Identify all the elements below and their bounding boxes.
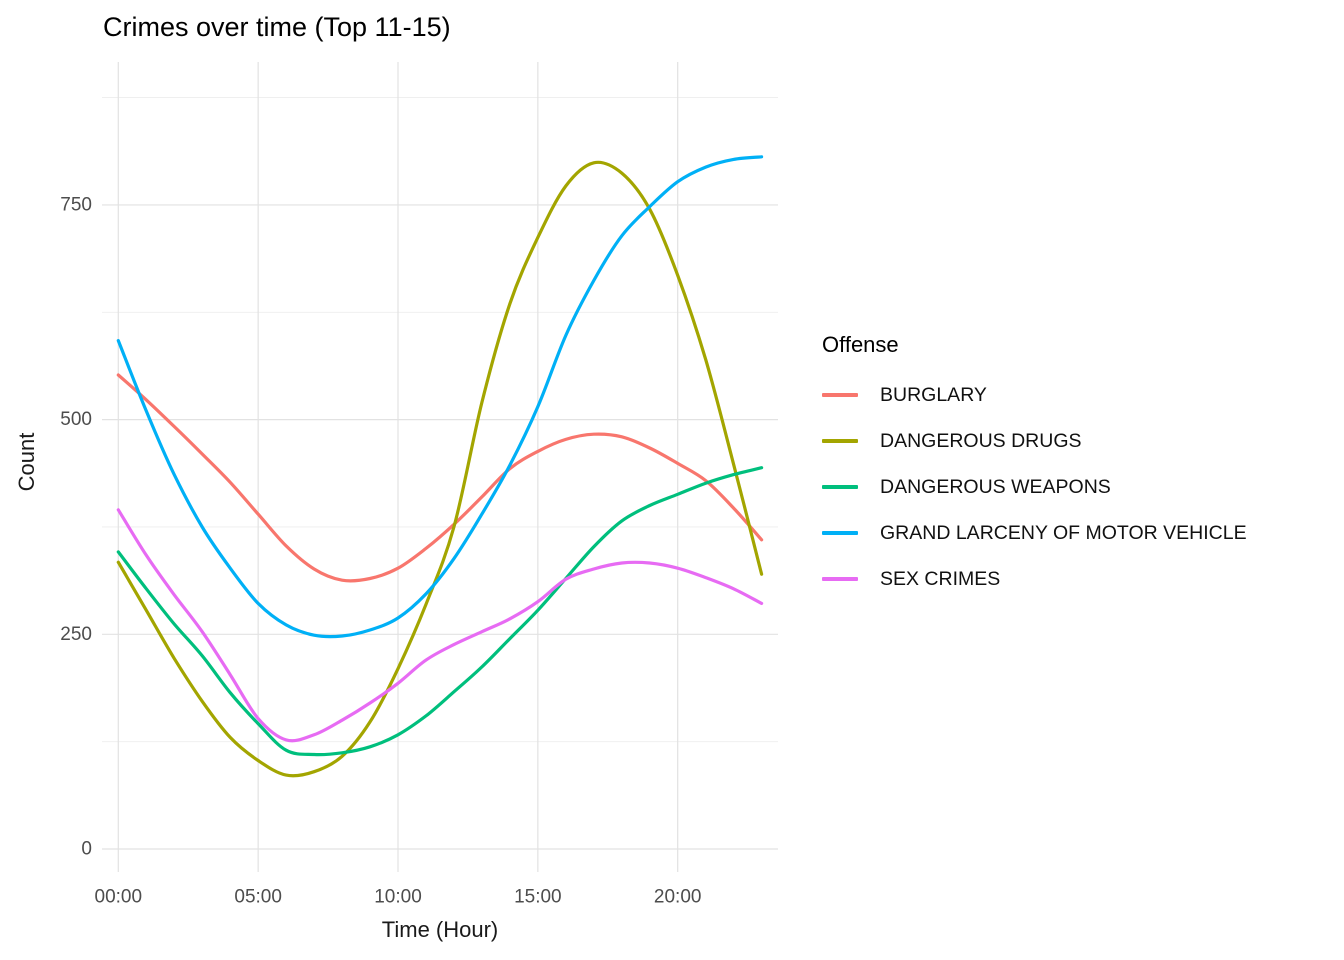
legend-item-dangerous-drugs: DANGEROUS DRUGS (822, 418, 1247, 464)
x-tick-label: 20:00 (654, 887, 702, 908)
legend-item-grand-larceny-of-motor-vehicle: GRAND LARCENY OF MOTOR VEHICLE (822, 510, 1247, 556)
y-tick-label: 0 (81, 839, 92, 860)
legend-item-dangerous-weapons: DANGEROUS WEAPONS (822, 464, 1247, 510)
legend: Offense BURGLARY DANGEROUS DRUGS DANGEROUS… (822, 332, 1247, 602)
legend-label: DANGEROUS WEAPONS (880, 475, 1111, 498)
legend-label: SEX CRIMES (880, 567, 1001, 590)
y-axis-title: Count (14, 432, 39, 492)
y-tick-label: 500 (60, 409, 92, 430)
chart-title: Crimes over time (Top 11-15) (103, 12, 451, 42)
x-axis-title: Time (Hour) (381, 917, 499, 942)
x-tick-label: 05:00 (234, 887, 282, 908)
legend-label: GRAND LARCENY OF MOTOR VEHICLE (880, 521, 1247, 544)
legend-key-line (822, 485, 858, 489)
series-line-dangerous-drugs (116, 160, 764, 778)
x-tick-label: 00:00 (95, 887, 143, 908)
x-tick-label: 10:00 (374, 887, 422, 908)
legend-key-line (822, 531, 858, 535)
series-line-dangerous-weapons (116, 466, 764, 757)
y-tick-label: 750 (60, 194, 92, 215)
legend-key-line (822, 577, 858, 581)
series-line-burglary (116, 373, 764, 583)
legend-item-burglary: BURGLARY (822, 372, 1247, 418)
legend-label: DANGEROUS DRUGS (880, 429, 1082, 452)
x-tick-label: 15:00 (514, 887, 562, 908)
legend-items: BURGLARY DANGEROUS DRUGS DANGEROUS WEAPONS… (822, 372, 1247, 602)
legend-key-line (822, 439, 858, 443)
y-tick-label: 250 (60, 624, 92, 645)
series-line-sex-crimes (116, 508, 764, 743)
series-line-grand-larceny-of-motor-vehicle (116, 155, 764, 639)
legend-title: Offense (822, 332, 899, 357)
legend-key-line (822, 393, 858, 397)
legend-label: BURGLARY (880, 383, 987, 406)
legend-item-sex-crimes: SEX CRIMES (822, 556, 1247, 602)
